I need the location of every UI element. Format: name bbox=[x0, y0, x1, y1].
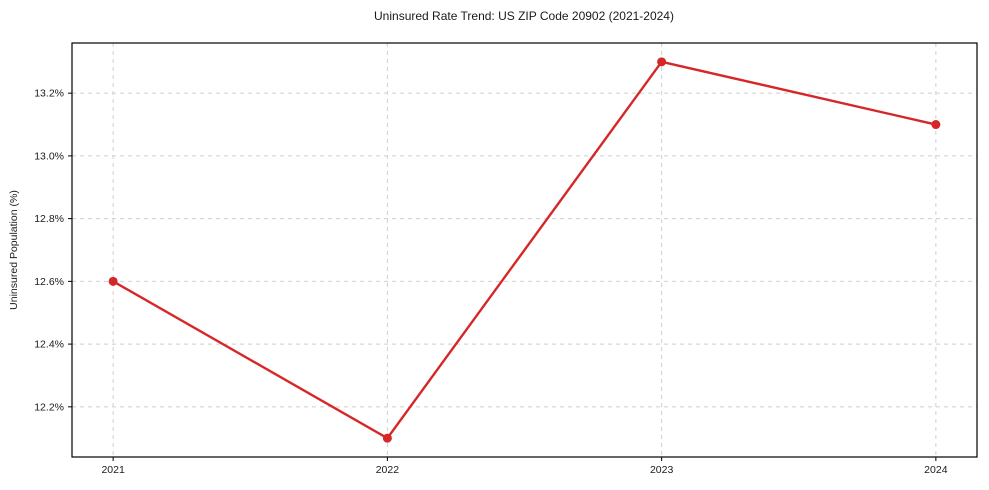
data-point bbox=[108, 276, 118, 286]
y-tick-label: 12.6% bbox=[34, 276, 64, 288]
x-tick-label: 2023 bbox=[650, 464, 674, 476]
x-tick-label: 2022 bbox=[376, 464, 400, 476]
y-tick-label: 13.0% bbox=[34, 150, 64, 162]
chart-title: Uninsured Rate Trend: US ZIP Code 20902 … bbox=[374, 9, 674, 23]
x-tick-label: 2021 bbox=[101, 464, 125, 476]
trend-line bbox=[111, 60, 938, 440]
y-tick-label: 12.2% bbox=[34, 401, 64, 413]
y-tick-label: 13.2% bbox=[34, 88, 64, 100]
y-tick-label: 12.8% bbox=[34, 213, 64, 225]
data-point bbox=[657, 57, 667, 67]
plot-frame bbox=[71, 42, 978, 458]
data-point bbox=[931, 120, 941, 130]
y-tick-label: 12.4% bbox=[34, 339, 64, 351]
y-axis-label: Uninsured Population (%) bbox=[8, 190, 20, 310]
data-point bbox=[382, 433, 392, 443]
x-tick-label: 2024 bbox=[924, 464, 948, 476]
